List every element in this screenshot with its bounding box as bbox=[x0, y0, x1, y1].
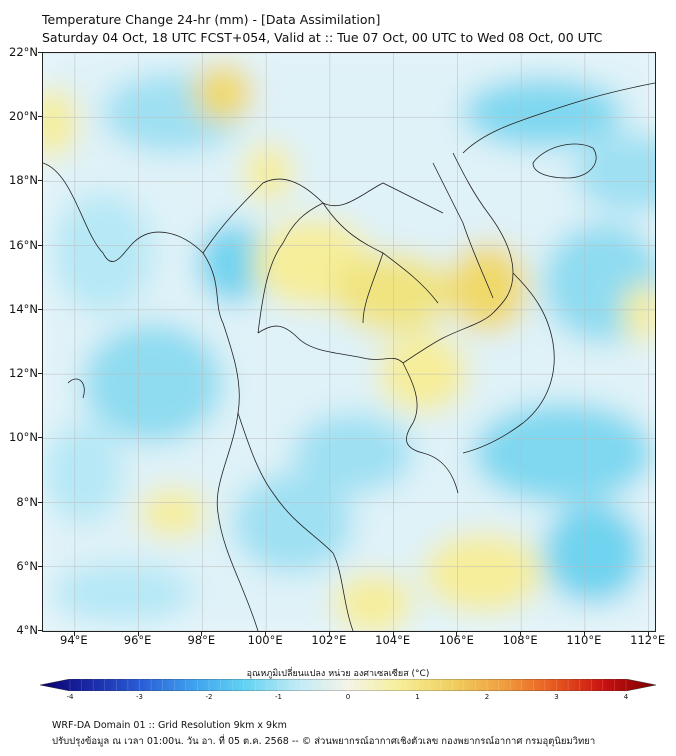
lon-label: 102°E bbox=[311, 633, 347, 647]
lon-tick bbox=[583, 632, 585, 636]
lat-tick bbox=[38, 244, 42, 246]
lat-label: 6°N bbox=[16, 558, 38, 573]
coastlines-and-borders bbox=[43, 82, 655, 631]
colorbar-tick-label: -4 bbox=[66, 693, 74, 701]
lon-tick bbox=[73, 632, 75, 636]
map-subtitle: Saturday 04 Oct, 18 UTC FCST+054, Valid … bbox=[42, 30, 603, 45]
lat-label: 22°N bbox=[9, 45, 38, 59]
lon-label: 100°E bbox=[247, 633, 283, 647]
map-title: Temperature Change 24-hr (mm) - [Data As… bbox=[42, 12, 381, 27]
lon-label: 96°E bbox=[123, 633, 152, 647]
lat-tick bbox=[38, 373, 42, 375]
lon-tick bbox=[328, 632, 330, 636]
lon-tick bbox=[201, 632, 203, 636]
lon-label: 110°E bbox=[566, 633, 602, 647]
lat-tick bbox=[38, 308, 42, 310]
lat-label: 20°N bbox=[9, 109, 38, 124]
lon-tick bbox=[647, 632, 649, 636]
lat-tick bbox=[38, 52, 42, 53]
lat-tick bbox=[38, 565, 42, 567]
lat-tick bbox=[38, 180, 42, 182]
lat-label: 18°N bbox=[9, 173, 38, 188]
lat-tick bbox=[38, 501, 42, 503]
colorbar-tick-label: -1 bbox=[275, 693, 282, 701]
colorbar-tick-label: 0 bbox=[345, 693, 351, 701]
footer-credit: ปรับปรุงข้อมูล ณ เวลา 01:00น. วัน อา. ที… bbox=[52, 736, 596, 747]
lat-label: 16°N bbox=[9, 237, 38, 252]
temperature-field bbox=[43, 53, 655, 631]
colorbar-tick-label: 4 bbox=[623, 693, 629, 701]
colorbar-title: อุณหภูมิเปลี่ยนแปลง หน่วย องศาเซลเซียส (… bbox=[246, 669, 430, 679]
lat-label: 8°N bbox=[16, 494, 38, 509]
lon-label: 94°E bbox=[60, 633, 88, 647]
lat-label: 14°N bbox=[9, 301, 38, 316]
colorbar-tick-label: 1 bbox=[415, 693, 420, 701]
colorbar-tick-label: -2 bbox=[205, 693, 213, 701]
lon-tick bbox=[265, 632, 267, 636]
colorbar-ramp bbox=[40, 679, 656, 691]
footer-domain-info: WRF-DA Domain 01 :: Grid Resolution 9km … bbox=[52, 720, 287, 731]
lon-tick bbox=[456, 632, 458, 636]
colorbar-tick-label: 3 bbox=[554, 693, 559, 701]
lon-label: 98°E bbox=[187, 633, 216, 647]
lon-label: 106°E bbox=[438, 633, 474, 647]
colorbar bbox=[40, 679, 656, 691]
colorbar-tick-label: 2 bbox=[484, 693, 490, 701]
lat-label: 12°N bbox=[9, 366, 38, 381]
colorbar-tick-label: -3 bbox=[136, 693, 143, 701]
lon-tick bbox=[520, 632, 522, 636]
lon-label: 108°E bbox=[502, 633, 538, 647]
map-panel[interactable] bbox=[42, 52, 656, 632]
lat-tick bbox=[38, 116, 42, 118]
lon-label: 104°E bbox=[375, 633, 411, 647]
temperature-change-map bbox=[43, 53, 655, 631]
lat-tick bbox=[38, 437, 42, 439]
lon-tick bbox=[137, 632, 139, 636]
lat-label: 4°N bbox=[16, 623, 38, 637]
lon-tick bbox=[392, 632, 394, 636]
lat-tick bbox=[38, 630, 42, 631]
lon-label: 112°E bbox=[630, 633, 666, 647]
lat-label: 10°N bbox=[9, 430, 38, 445]
